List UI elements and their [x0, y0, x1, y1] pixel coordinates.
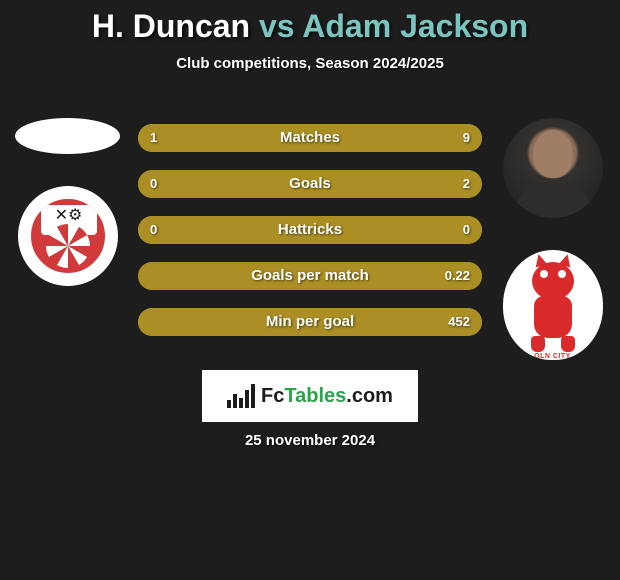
player2-club-badge: OLN CITY [503, 250, 603, 360]
logo-bar [245, 390, 249, 408]
right-column: OLN CITY [495, 118, 610, 360]
logo-bar [239, 398, 243, 408]
logo-suffix: .com [346, 385, 393, 407]
player2-name: Adam Jackson [302, 8, 528, 44]
page-title: H. Duncan vs Adam Jackson [0, 0, 620, 45]
vs-label: vs [259, 8, 295, 44]
stat-row: Goals per match0.22 [138, 262, 482, 290]
stat-label: Min per goal [138, 308, 482, 336]
logo-brand-left: Fc [261, 385, 284, 407]
stat-value-left: 1 [150, 124, 157, 152]
stat-value-right: 452 [448, 308, 470, 336]
left-column [10, 118, 125, 286]
logo-bar [233, 394, 237, 408]
stat-label: Hattricks [138, 216, 482, 244]
stats-panel: Matches19Goals02Hattricks00Goals per mat… [138, 124, 482, 336]
lincoln-badge-text: OLN CITY [518, 353, 588, 360]
logo-bars-icon [227, 384, 255, 408]
logo-brand-right: Tables [284, 385, 346, 407]
stat-value-left: 0 [150, 216, 157, 244]
stat-value-right: 0 [463, 216, 470, 244]
stat-row: Goals0 2 [138, 170, 482, 198]
player1-name: H. Duncan [92, 8, 250, 44]
stat-label: Goals [138, 170, 482, 198]
logo-text: FcTables.com [261, 385, 393, 408]
lincoln-imp-icon: OLN CITY [518, 262, 588, 348]
player1-avatar [15, 118, 120, 154]
date-label: 25 november 2024 [0, 432, 620, 449]
stat-value-right: 0.22 [445, 262, 470, 290]
stat-value-right: 9 [463, 124, 470, 152]
logo-bar [227, 400, 231, 408]
stat-label: Goals per match [138, 262, 482, 290]
badge-ball-icon [46, 224, 90, 268]
rotherham-badge-icon [26, 194, 110, 278]
subtitle: Club competitions, Season 2024/2025 [0, 55, 620, 72]
stat-row: Matches1 9 [138, 124, 482, 152]
fctables-logo: FcTables.com [202, 370, 418, 422]
player1-club-badge [18, 186, 118, 286]
stat-label: Matches [138, 124, 482, 152]
player2-avatar [503, 118, 603, 218]
stat-value-right: 2 [463, 170, 470, 198]
logo-bar [251, 384, 255, 408]
stat-value-left: 0 [150, 170, 157, 198]
stat-row: Hattricks0 0 [138, 216, 482, 244]
stat-row: Min per goal452 [138, 308, 482, 336]
